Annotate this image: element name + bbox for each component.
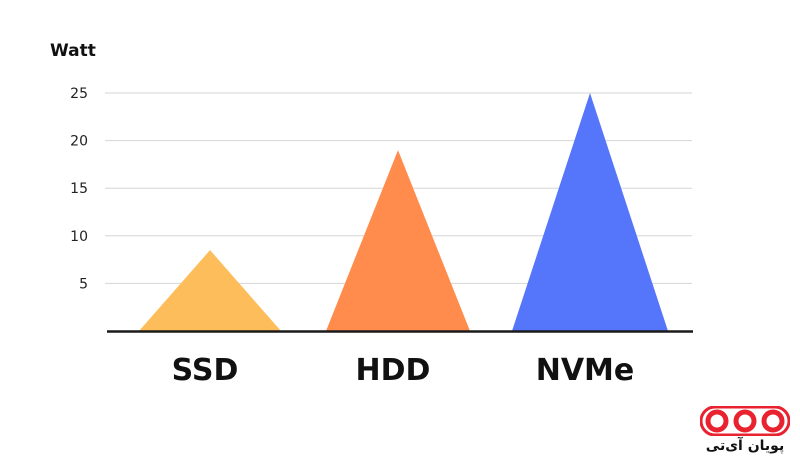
bars [139, 93, 668, 331]
logo-circle-3 [761, 409, 785, 433]
logo-circles-icon [699, 405, 791, 437]
logo-wordmark: پویان آی‌تی [705, 438, 785, 454]
logo-circle-1 [705, 409, 729, 433]
logo-circle-2 [733, 409, 757, 433]
y-axis-label: Watt [50, 41, 96, 61]
bar-ssd [139, 250, 281, 331]
y-tick-label: 20 [70, 134, 88, 150]
y-tick-label: 25 [70, 86, 88, 102]
bar-hdd [326, 150, 470, 331]
x-tick-label: SSD [172, 353, 239, 388]
brand-logo: پویان آی‌تی [699, 405, 791, 464]
y-tick-label: 10 [70, 229, 88, 245]
logo-frame [699, 405, 791, 437]
y-tick-label: 15 [70, 181, 88, 197]
x-tick-labels: SSD HDD NVMe [172, 353, 635, 388]
x-tick-label: NVMe [536, 353, 635, 388]
bar-nvme [512, 93, 668, 331]
y-tick-labels: 5 10 15 20 25 [70, 86, 88, 292]
y-tick-label: 5 [79, 276, 88, 292]
x-tick-label: HDD [356, 353, 431, 388]
